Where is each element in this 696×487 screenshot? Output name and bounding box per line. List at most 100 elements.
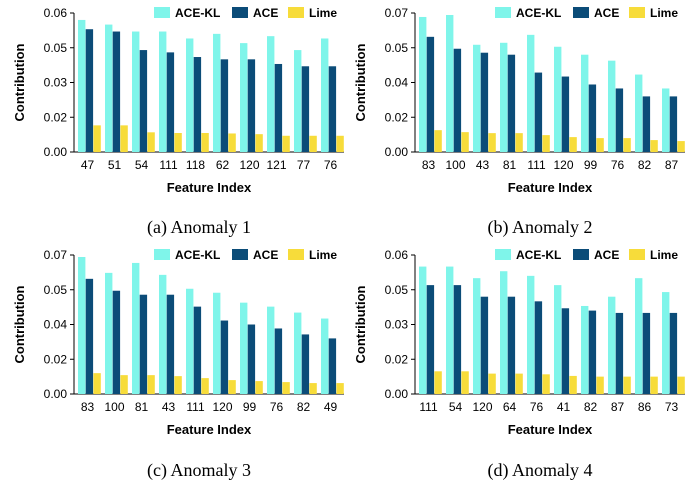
bar-lime-76: [336, 135, 344, 152]
legend-swatch-lime: [629, 249, 645, 260]
legend-label-ace-kl: ACE-KL: [516, 248, 561, 262]
bar-ace-kl-100: [446, 14, 454, 152]
bar-ace-kl-100: [105, 272, 113, 394]
y-tick-label: 0.02: [385, 352, 409, 366]
bar-lime-120: [255, 134, 263, 152]
bar-lime-47: [93, 125, 101, 152]
legend-label-lime: Lime: [309, 248, 337, 262]
chart-panel-2: 0.00 0.02 0.04 0.05 0.07 83 100 43 81 111 120 99 76 8…: [353, 6, 685, 238]
y-tick-label: 0.05: [385, 283, 409, 297]
bar-ace-kl-49: [321, 318, 329, 394]
bar-ace-kl-81: [132, 262, 140, 394]
bar-ace-111: [166, 52, 175, 152]
bar-ace-41: [561, 308, 570, 394]
x-tick-label: 62: [216, 158, 230, 172]
bar-ace-77: [301, 66, 310, 152]
bar-ace-kl-76: [267, 306, 275, 394]
legend-swatch-ace-kl: [495, 249, 511, 260]
x-tick-label: 49: [324, 400, 338, 414]
y-tick-label: 0.04: [44, 318, 68, 332]
bar-lime-87: [677, 141, 685, 152]
bar-lime-51: [120, 125, 128, 152]
bar-ace-kl-43: [159, 274, 167, 394]
bar-ace-76: [328, 66, 337, 152]
bar-ace-kl-99: [240, 302, 248, 394]
legend: ACE-KL ACE Lime: [495, 248, 678, 262]
bar-ace-99: [247, 324, 256, 394]
y-tick-label: 0.05: [44, 283, 68, 297]
bar-ace-kl-111: [159, 31, 167, 153]
y-tick-label: 0.05: [385, 41, 409, 55]
y-axis-title: Contribution: [353, 43, 368, 121]
bar-ace-kl-73: [662, 292, 670, 394]
bar-ace-54: [139, 50, 148, 152]
x-axis-title: Feature Index: [167, 180, 252, 195]
y-tick-label: 0.02: [44, 352, 68, 366]
x-tick-label: 111: [527, 158, 546, 172]
bar-lime-43: [488, 133, 496, 152]
bar-ace-76: [615, 88, 624, 152]
bar-lime-64: [515, 373, 523, 394]
x-tick-label: 76: [530, 400, 544, 414]
panel-caption: (d) Anomaly 4: [488, 460, 593, 481]
x-tick-label: 76: [270, 400, 284, 414]
bar-ace-kl-76: [608, 60, 616, 152]
bar-ace-kl-87: [662, 88, 670, 152]
legend-label-ace-kl: ACE-KL: [175, 248, 220, 262]
y-tick-label: 0.00: [385, 145, 409, 159]
legend-swatch-lime: [629, 7, 645, 18]
bar-ace-kl-43: [473, 44, 481, 152]
bar-ace-62: [220, 59, 229, 152]
bar-lime-87: [623, 376, 631, 395]
y-axis-title: Contribution: [12, 43, 27, 121]
bar-ace-kl-99: [581, 54, 589, 153]
x-axis-title: Feature Index: [508, 180, 593, 195]
bar-ace-kl-64: [500, 271, 508, 394]
bar-ace-76: [534, 301, 543, 394]
bar-ace-kl-81: [500, 42, 508, 152]
legend-label-ace: ACE: [253, 6, 278, 20]
bar-ace-99: [588, 84, 597, 152]
x-tick-label: 83: [422, 158, 436, 172]
bar-lime-82: [650, 140, 658, 152]
bar-ace-kl-76: [527, 275, 535, 394]
x-tick-label: 41: [557, 400, 571, 414]
x-tick-label: 86: [638, 400, 652, 414]
bar-lime-62: [228, 133, 236, 152]
bar-ace-49: [328, 338, 337, 394]
bar-ace-kl-111: [186, 288, 194, 394]
y-tick-label: 0.05: [44, 41, 68, 55]
bar-ace-76: [274, 328, 283, 394]
y-tick-label: 0.00: [385, 387, 409, 401]
legend-label-ace-kl: ACE-KL: [516, 6, 561, 20]
x-tick-label: 111: [186, 400, 205, 414]
bar-lime-120: [488, 373, 496, 394]
bar-lime-99: [596, 138, 604, 152]
bar-ace-120: [220, 320, 229, 394]
bar-ace-kl-83: [78, 256, 86, 394]
bar-ace-43: [480, 52, 489, 152]
bar-ace-kl-120: [473, 278, 481, 394]
bar-ace-kl-83: [419, 16, 427, 152]
x-tick-label: 83: [81, 400, 95, 414]
legend: ACE-KL ACE Lime: [154, 6, 337, 20]
bar-ace-111: [426, 285, 435, 394]
legend: ACE-KL ACE Lime: [154, 248, 337, 262]
chart-panel-4: 0.00 0.02 0.03 0.05 0.06 111 54 120 64 76 41 82 87 86…: [353, 248, 685, 481]
x-tick-label: 120: [239, 158, 259, 172]
bar-lime-121: [282, 135, 290, 152]
x-tick-label: 121: [266, 158, 286, 172]
legend-label-ace: ACE: [253, 248, 278, 262]
bar-lime-99: [255, 381, 263, 394]
y-axis-title: Contribution: [353, 285, 368, 363]
bar-lime-82: [309, 383, 317, 394]
bar-ace-kl-41: [554, 285, 562, 394]
bar-lime-100: [461, 132, 469, 152]
bar-lime-120: [569, 137, 577, 152]
bar-ace-120: [247, 59, 256, 152]
bar-lime-86: [650, 376, 658, 395]
legend-swatch-ace-kl: [495, 7, 511, 18]
x-tick-label: 120: [212, 400, 232, 414]
bar-lime-82: [596, 376, 604, 395]
bar-ace-118: [193, 57, 202, 152]
